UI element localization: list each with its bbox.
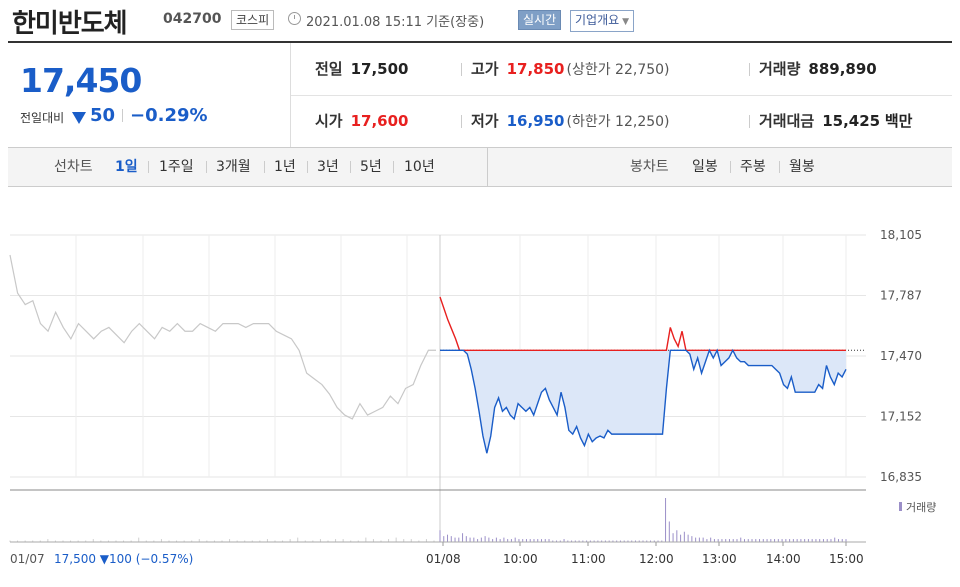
clock-icon: [288, 12, 301, 25]
change-separator: [122, 109, 123, 122]
prev-summary: 17,500 ▼100 (−0.57%): [54, 552, 193, 566]
x-tick-label: 01/08: [426, 552, 461, 566]
prev-day-line: [9, 254, 436, 420]
current-price: 17,450: [20, 61, 142, 100]
y-tick-label: 18,105: [880, 228, 922, 242]
prev-close: 전일 17,500: [315, 43, 409, 95]
header-divider: [8, 41, 952, 43]
down-triangle-icon: [72, 112, 86, 124]
tab-separator: [264, 161, 265, 173]
cell-separator: [461, 115, 462, 128]
tab-separator: [730, 161, 731, 173]
x-tick-label: 11:00: [571, 552, 606, 566]
x-tick-label: 12:00: [639, 552, 674, 566]
change-label: 전일대비: [20, 111, 65, 125]
volume-bars: [9, 498, 847, 542]
cell-separator: [461, 63, 462, 76]
tab-1day[interactable]: 1일: [115, 159, 138, 175]
high-value: 17,850: [506, 60, 565, 78]
tab-separator: [350, 161, 351, 173]
volume: 거래량 889,890: [759, 43, 877, 95]
volume-legend: 거래량: [906, 501, 936, 514]
x-axis-labels: 01/08 10:00 11:00 12:00 13:00 14:00 15:00: [426, 542, 864, 566]
prev-summary-date: 01/07: [10, 552, 45, 566]
chart-vgrid: [75, 235, 847, 542]
company-info-label: 기업개요: [575, 13, 620, 27]
tab-separator: [148, 161, 149, 173]
open-label: 시가: [315, 112, 343, 130]
tab-1week[interactable]: 1주일: [159, 159, 194, 175]
open-price: 시가 17,600: [315, 95, 409, 147]
y-tick-label: 17,787: [880, 289, 922, 303]
tab-separator: [307, 161, 308, 173]
prev-close-label: 전일: [315, 60, 343, 78]
chart-tabs: 선차트 1일 1주일 3개월 1년 3년 5년 10년 봉차트 일봉 주봉 월봉: [8, 148, 952, 187]
company-name: 한미반도체: [12, 9, 128, 39]
line-chart-label: 선차트: [54, 159, 93, 175]
tab-separator: [779, 161, 780, 173]
high-label: 고가: [471, 60, 499, 78]
y-tick-label: 17,152: [880, 410, 922, 424]
tab-separator: [206, 161, 207, 173]
y-tick-label: 16,835: [880, 470, 922, 484]
trade-value-label: 거래대금: [759, 112, 815, 130]
x-tick-label: 10:00: [503, 552, 538, 566]
volume-label: 거래량: [759, 60, 801, 78]
cell-separator: [749, 63, 750, 76]
trade-value-unit: 백만: [884, 112, 913, 130]
x-tick-label: 13:00: [702, 552, 737, 566]
y-tick-label: 17,470: [880, 349, 922, 363]
company-info-dropdown[interactable]: 기업개요 ▼: [570, 10, 635, 32]
trade-value-amount: 15,425: [822, 112, 881, 130]
tab-1year[interactable]: 1년: [274, 159, 296, 175]
cell-separator: [749, 115, 750, 128]
x-tick-label: 14:00: [766, 552, 801, 566]
quote-row-1: 전일 17,500 고가 17,850 (상한가 22,750) 거래량 889,890: [291, 43, 952, 96]
change-value: 50: [90, 105, 116, 126]
market-badge: 코스피: [231, 10, 275, 30]
tab-monthly-candle[interactable]: 월봉: [789, 159, 815, 175]
prev-close-value: 17,500: [350, 60, 409, 78]
tabs-divider: [487, 148, 488, 186]
upper-limit: (상한가 22,750): [566, 62, 670, 78]
change-percent: −0.29%: [130, 105, 208, 126]
quote-row-2: 시가 17,600 저가 16,950 (하한가 12,250) 거래대금 15,425…: [291, 95, 952, 147]
price-summary: 17,450 전일대비 50 −0.29%: [8, 43, 291, 147]
lower-limit: (하한가 12,250): [566, 114, 670, 130]
tab-5year[interactable]: 5년: [360, 159, 382, 175]
below-reference-fill: [440, 350, 846, 454]
low-value: 16,950: [506, 112, 565, 130]
low-price: 저가 16,950 (하한가 12,250): [471, 95, 670, 147]
x-tick-label: 15:00: [829, 552, 864, 566]
y-axis-labels: 18,105 17,787 17,470 17,152 16,835: [880, 228, 922, 484]
tab-10year[interactable]: 10년: [404, 159, 435, 175]
quote-datetime: 2021.01.08 15:11 기준(장중): [306, 15, 485, 30]
trade-value: 거래대금 15,425 백만: [759, 95, 912, 147]
price-chart: 18,105 17,787 17,470 17,152 16,835 거래량 01/08…: [9, 228, 936, 566]
tab-3year[interactable]: 3년: [317, 159, 339, 175]
stock-header: 한미반도체 042700 코스피 2021.01.08 15:11 기준(장중)…: [0, 0, 960, 40]
realtime-button[interactable]: 실시간: [518, 10, 562, 30]
high-price: 고가 17,850 (상한가 22,750): [471, 43, 670, 95]
today-line-down: [440, 348, 847, 454]
tab-3month[interactable]: 3개월: [216, 159, 251, 175]
volume-legend-swatch: [899, 502, 902, 511]
low-label: 저가: [471, 112, 499, 130]
stock-code: 042700: [163, 11, 222, 27]
chevron-down-icon: ▼: [622, 17, 630, 27]
candle-chart-label: 봉차트: [630, 159, 669, 175]
open-value: 17,600: [350, 112, 409, 130]
tab-weekly-candle[interactable]: 주봉: [740, 159, 766, 175]
tab-separator: [393, 161, 394, 173]
tab-daily-candle[interactable]: 일봉: [692, 159, 718, 175]
today-line-up: [439, 296, 846, 351]
quote-panel: 17,450 전일대비 50 −0.29% 전일 17,500 고가 17,850(…: [8, 43, 952, 148]
volume-value: 889,890: [808, 60, 877, 78]
